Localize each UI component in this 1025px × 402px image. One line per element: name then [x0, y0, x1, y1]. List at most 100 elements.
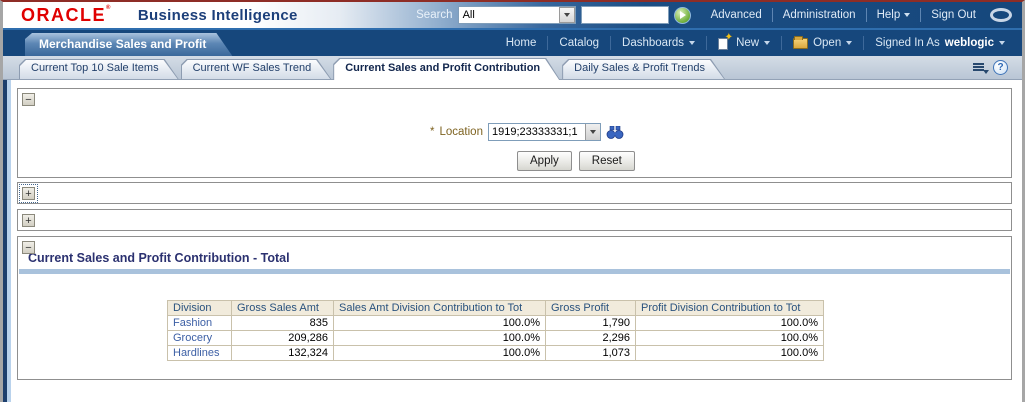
cell-profit-contribution: 100.0% — [635, 345, 824, 361]
collapse-section-button[interactable]: − — [22, 93, 35, 106]
registered-mark: ® — [106, 4, 112, 11]
cell-profit-contribution: 100.0% — [635, 330, 824, 346]
expand-section-button[interactable]: + — [19, 184, 38, 203]
dashboard-tab-merchandise-sales-and-profit[interactable]: Merchandise Sales and Profit — [25, 33, 232, 56]
report-section: − Current Sales and Profit Contribution … — [17, 236, 1012, 380]
chevron-down-icon — [846, 41, 853, 45]
new-document-icon: ✦ — [718, 33, 733, 50]
open-menu[interactable]: Open — [782, 35, 863, 49]
catalog-link[interactable]: Catalog — [559, 37, 600, 49]
prompt-section: − * Location — [17, 88, 1012, 178]
oracle-ring-icon — [990, 8, 1012, 22]
apply-button[interactable]: Apply — [517, 151, 572, 171]
cell-sales-amt-contribution: 100.0% — [333, 330, 546, 346]
administration-link[interactable]: Administration — [782, 9, 856, 21]
tab-current-sales-and-profit-contribution[interactable]: Current Sales and Profit Contribution — [333, 58, 560, 80]
cell-gross-sales-amt: 132,324 — [231, 345, 334, 361]
divider — [920, 8, 922, 22]
tab-daily-sales-profit-trends[interactable]: Daily Sales & Profit Trends — [562, 59, 725, 79]
chevron-down-icon — [904, 13, 911, 17]
cell-gross-profit: 1,073 — [545, 345, 636, 361]
divider — [706, 36, 708, 50]
cell-division: Hardlines — [167, 345, 232, 361]
new-menu[interactable]: ✦ New — [707, 33, 781, 50]
open-folder-icon — [793, 35, 809, 49]
column-header-gross-sales-amt[interactable]: Gross Sales Amt — [231, 300, 334, 316]
search-label: Search — [416, 9, 453, 21]
cell-sales-amt-contribution: 100.0% — [333, 315, 546, 331]
help-icon[interactable]: ? — [993, 60, 1008, 75]
chevron-down-icon — [983, 69, 989, 74]
advanced-link[interactable]: Advanced — [710, 9, 762, 21]
page-options-icon[interactable] — [973, 62, 989, 74]
search-scope-dropdown-button[interactable] — [558, 7, 575, 23]
chevron-down-icon — [764, 41, 771, 45]
prompt-buttons: Apply Reset — [517, 151, 635, 171]
cell-division: Grocery — [167, 330, 232, 346]
divider — [781, 36, 783, 50]
sign-out-link[interactable]: Sign Out — [931, 9, 976, 21]
dashboards-menu[interactable]: Dashboards — [611, 37, 706, 49]
table-header-row: Division Gross Sales Amt Sales Amt Divis… — [167, 300, 824, 316]
search-go-button[interactable] — [673, 6, 691, 24]
chevron-down-icon — [999, 41, 1005, 45]
chevron-down-icon — [689, 41, 696, 45]
collapsed-section-1: + — [17, 182, 1012, 204]
divider — [771, 8, 773, 22]
location-combo — [487, 123, 601, 141]
divider — [863, 36, 865, 50]
cell-gross-profit: 1,790 — [545, 315, 636, 331]
search-input[interactable] — [580, 6, 669, 24]
contribution-table: Division Gross Sales Amt Sales Amt Divis… — [167, 300, 824, 361]
search-scope-select[interactable]: All — [457, 6, 576, 24]
cell-profit-contribution: 100.0% — [635, 315, 824, 331]
tab-current-top-10-sale-items[interactable]: Current Top 10 Sale Items — [19, 59, 179, 79]
chevron-down-icon — [589, 130, 596, 134]
home-link[interactable]: Home — [505, 37, 537, 49]
column-header-division[interactable]: Division — [167, 300, 232, 316]
oracle-logo: ORACLE® — [21, 4, 112, 25]
top-links: Advanced Administration Help Sign Out — [701, 8, 1014, 22]
column-header-profit-contribution[interactable]: Profit Division Contribution to Tot — [635, 300, 824, 316]
title-underline — [19, 269, 1010, 274]
chevron-down-icon — [563, 13, 570, 17]
signed-in-user: weblogic — [944, 37, 994, 49]
cell-gross-sales-amt: 209,286 — [231, 330, 334, 346]
global-search: Search All — [416, 6, 691, 24]
location-prompt: * Location — [430, 123, 624, 141]
expand-section-button[interactable]: + — [22, 214, 35, 227]
collapsed-section-2: + — [17, 209, 1012, 231]
table-row: Hardlines 132,324 100.0% 1,073 100.0% — [167, 345, 824, 361]
branding-bar: ORACLE® Business Intelligence Search All… — [3, 2, 1022, 30]
signed-in-label: Signed In As — [875, 37, 940, 49]
left-edge-decoration — [3, 80, 11, 402]
cell-division: Fashion — [167, 315, 232, 331]
help-menu[interactable]: Help — [867, 9, 921, 21]
navbar-links: Home Catalog Dashboards ✦ New Open Signe… — [495, 30, 1022, 56]
page-tab-bar: Current Top 10 Sale Items Current WF Sal… — [3, 56, 1022, 80]
go-arrow-icon — [679, 11, 686, 19]
column-header-gross-profit[interactable]: Gross Profit — [545, 300, 636, 316]
reset-button[interactable]: Reset — [578, 151, 635, 171]
collapse-section-button[interactable]: − — [22, 241, 35, 254]
dashboard-navbar: Merchandise Sales and Profit Home Catalo… — [3, 30, 1022, 56]
tab-current-wf-sales-trend[interactable]: Current WF Sales Trend — [181, 59, 332, 79]
divider — [610, 36, 612, 50]
cell-gross-sales-amt: 835 — [231, 315, 334, 331]
location-input[interactable] — [488, 124, 585, 140]
report-title: Current Sales and Profit Contribution - … — [28, 251, 290, 265]
search-scope-value: All — [462, 9, 475, 21]
search-binoculars-icon[interactable] — [606, 125, 624, 139]
location-label: Location — [439, 126, 483, 138]
cell-sales-amt-contribution: 100.0% — [333, 345, 546, 361]
signed-in-as-menu[interactable]: Signed In As weblogic — [864, 37, 1016, 49]
cell-gross-profit: 2,296 — [545, 330, 636, 346]
table-row: Fashion 835 100.0% 1,790 100.0% — [167, 315, 824, 331]
location-dropdown-button[interactable] — [584, 124, 600, 140]
column-header-sales-amt-contribution[interactable]: Sales Amt Division Contribution to Tot — [333, 300, 546, 316]
content-area: − * Location — [3, 80, 1022, 402]
page-tools: ? — [973, 60, 1022, 79]
required-mark: * — [430, 126, 435, 138]
divider — [865, 8, 867, 22]
